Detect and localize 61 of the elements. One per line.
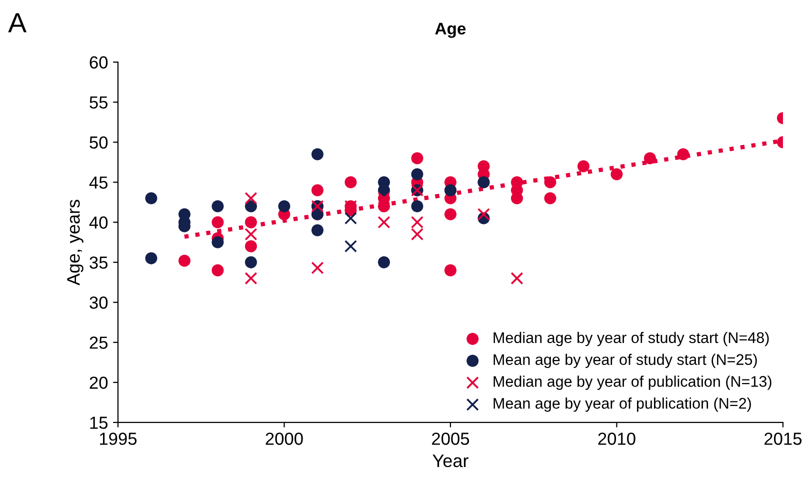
point bbox=[510, 272, 524, 285]
y-tick-label: 60 bbox=[90, 56, 108, 69]
point bbox=[378, 216, 390, 229]
point bbox=[244, 192, 258, 205]
point bbox=[644, 152, 656, 164]
point bbox=[178, 254, 190, 267]
y-tick-label: 20 bbox=[90, 376, 108, 389]
point bbox=[311, 262, 324, 274]
point bbox=[278, 200, 290, 212]
point bbox=[244, 228, 258, 241]
point bbox=[244, 240, 257, 252]
point bbox=[244, 216, 257, 228]
point bbox=[411, 168, 424, 180]
point bbox=[311, 148, 324, 160]
y-tick-label: 30 bbox=[90, 296, 108, 309]
point bbox=[444, 208, 456, 220]
point bbox=[212, 200, 224, 212]
x-tick-label: 2010 bbox=[598, 432, 636, 445]
y-tick-label: 40 bbox=[89, 216, 108, 229]
y-tick-label: 15 bbox=[90, 416, 108, 429]
point bbox=[444, 264, 456, 276]
chart-title: Age bbox=[435, 22, 466, 38]
point bbox=[212, 264, 224, 276]
point bbox=[378, 256, 390, 268]
point bbox=[344, 212, 357, 225]
point bbox=[244, 256, 257, 268]
point bbox=[344, 240, 357, 253]
point bbox=[411, 152, 424, 164]
point bbox=[677, 148, 690, 160]
point bbox=[477, 208, 490, 221]
point bbox=[410, 228, 424, 241]
legend-label: Mean age by year of publication (N=2) bbox=[494, 398, 751, 412]
y-tick-label: 45 bbox=[89, 176, 108, 189]
point bbox=[544, 176, 556, 188]
text: A bbox=[8, 13, 27, 32]
x-tick-label: 2000 bbox=[266, 432, 303, 445]
x-tick-label: 1995 bbox=[100, 432, 137, 445]
point bbox=[610, 168, 623, 180]
point bbox=[344, 176, 357, 188]
point bbox=[311, 184, 324, 196]
legend-label: Median age by year of study start (N=48) bbox=[494, 332, 769, 346]
point bbox=[410, 216, 424, 229]
x-tick-label: 2005 bbox=[432, 432, 470, 445]
point bbox=[244, 272, 258, 285]
point bbox=[311, 224, 324, 236]
point bbox=[212, 216, 224, 228]
point bbox=[145, 252, 158, 264]
point bbox=[212, 236, 224, 248]
point bbox=[145, 192, 158, 204]
x-axis-title: Year bbox=[432, 454, 468, 468]
legend-label: Median age by year of publication (N=13) bbox=[494, 376, 772, 390]
y-tick-label: 50 bbox=[90, 136, 108, 149]
y-axis-title: Age, years bbox=[67, 200, 84, 286]
point bbox=[411, 200, 424, 212]
y-tick-label: 55 bbox=[90, 96, 108, 109]
point bbox=[544, 192, 556, 204]
legend-label: Mean age by year of study start (N=25) bbox=[494, 354, 757, 368]
y-tick-label: 25 bbox=[90, 336, 108, 349]
x-tick-label: 2015 bbox=[764, 432, 802, 445]
y-tick-label: 35 bbox=[90, 256, 108, 269]
point bbox=[577, 160, 590, 172]
